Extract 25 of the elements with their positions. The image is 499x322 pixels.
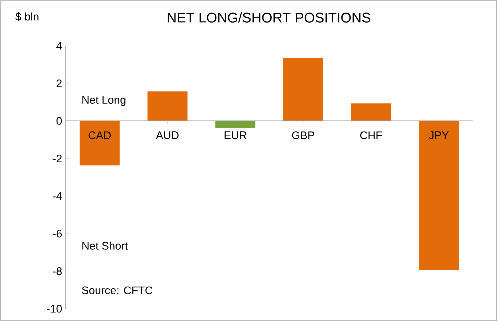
- annotation: Net Short: [82, 242, 128, 250]
- y-tick-label: 2: [56, 80, 62, 88]
- bar: [419, 121, 460, 270]
- annotation: Source: CFTC: [82, 286, 153, 294]
- y-tick-label: -4: [53, 192, 62, 200]
- bar: [216, 121, 256, 128]
- y-tick-label: -8: [53, 268, 62, 276]
- y-tick-label: -2: [53, 154, 62, 163]
- bar: [148, 92, 188, 122]
- y-tick-label: -10: [47, 305, 62, 313]
- x-tick-label: GBP: [292, 132, 314, 140]
- y-tick-label: -6: [53, 230, 62, 238]
- y-tick-label: 4: [56, 42, 62, 50]
- bar: [283, 58, 324, 122]
- x-tick-label: JPY: [429, 132, 449, 140]
- chart-title: NET LONG/SHORT POSITIONS: [168, 12, 371, 23]
- bar: [80, 121, 120, 166]
- x-tick-label: EUR: [224, 132, 247, 140]
- y-tick-label: 0: [56, 117, 62, 126]
- bar: [351, 104, 392, 122]
- x-tick-label: CAD: [88, 132, 111, 140]
- annotation: Net Long: [82, 96, 126, 106]
- x-tick-label: CHF: [360, 132, 382, 140]
- y-axis-title: $ bln: [16, 12, 39, 22]
- x-tick-label: AUD: [156, 132, 179, 140]
